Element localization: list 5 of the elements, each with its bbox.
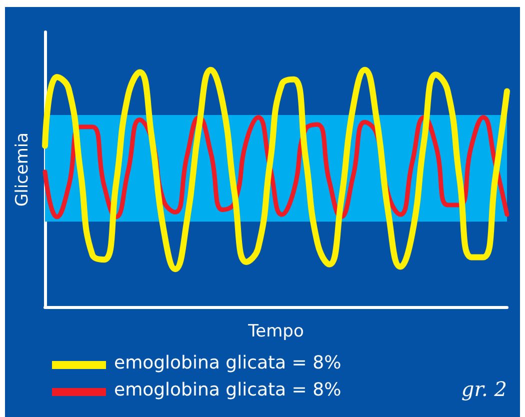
legend-label: emoglobina glicata = 8% xyxy=(114,380,342,400)
x-axis-title: Tempo xyxy=(247,322,304,342)
legend-label: emoglobina glicata = 8% xyxy=(114,352,342,374)
y-axis-title: Glicemia xyxy=(12,132,32,207)
text: gr. 2 xyxy=(461,377,508,401)
